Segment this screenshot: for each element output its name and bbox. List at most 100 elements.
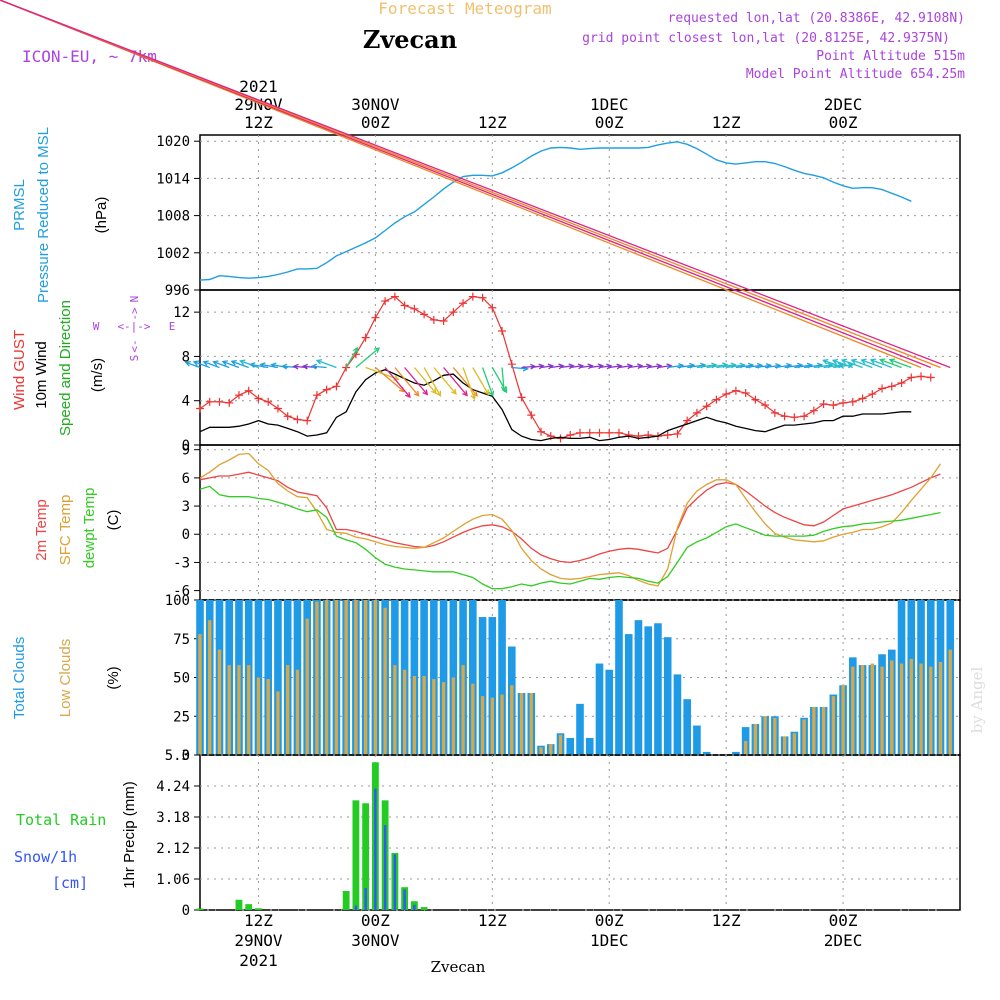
low-cloud-bar [831, 696, 836, 755]
wind-direction-arrow [316, 359, 337, 369]
gust-point [322, 385, 331, 394]
gust-point [614, 428, 623, 437]
gust-point [507, 360, 516, 369]
wind-direction-arrow [832, 359, 854, 369]
pressure-ytick-label: 1002 [156, 246, 190, 262]
pressure-line [199, 141, 912, 281]
gust-point [420, 310, 429, 319]
temp-sfc-label: SFC Temp [57, 495, 74, 566]
low-cloud-bar [753, 724, 758, 755]
low-cloud-bar [899, 663, 904, 755]
wind-direction-arrow [889, 359, 912, 369]
wind-direction-arrow [231, 360, 249, 369]
wind-direction-arrowhead [840, 358, 848, 365]
bottom-axis-hour: 00Z [595, 911, 624, 930]
wind-direction-arrowhead [451, 388, 457, 395]
gust-point [683, 416, 692, 425]
wind-direction-arrow [213, 361, 230, 369]
snow-bar [413, 904, 416, 910]
gust-point [264, 397, 273, 406]
snow-bar [393, 854, 397, 910]
gust-point [488, 303, 497, 312]
clouds-ylabel: (%) [105, 666, 122, 689]
wind-direction-arrowhead [292, 363, 299, 370]
gust-point [926, 373, 935, 382]
gust-point [478, 293, 487, 302]
low-cloud-bar [227, 665, 231, 755]
total-cloud-bar [605, 669, 614, 755]
gust-point [400, 301, 409, 310]
wind-direction-arrow [222, 361, 240, 369]
wind-ylabel: (m/s) [89, 358, 106, 392]
gust-point [254, 394, 263, 403]
wind-direction-arrowhead [352, 346, 359, 353]
gust-point [741, 388, 750, 397]
low-cloud-bar [539, 747, 543, 755]
precip-ytick-label: 1.06 [156, 872, 190, 888]
wind-direction-arrowhead [470, 393, 476, 401]
wind-direction-arrow [648, 365, 662, 369]
wind-direction-arrowhead [888, 358, 896, 364]
wind-direction-arrowhead [239, 359, 246, 366]
precip-ytick-label: 2.12 [156, 841, 190, 857]
wind-direction-arrow [312, 365, 327, 369]
gust-point [361, 333, 370, 342]
temp-ytick-label: 6 [182, 471, 190, 487]
gust-point [624, 431, 633, 440]
low-cloud-bar [461, 665, 465, 755]
gust-point [449, 308, 458, 317]
wind-direction-arrowhead [373, 347, 381, 354]
low-cloud-bar [471, 683, 475, 755]
total-cloud-bar [576, 703, 584, 755]
precip-ytick-label: 5.3 [165, 748, 190, 764]
total-cloud-bar [634, 620, 643, 755]
precip-ytick-label: 4.24 [156, 779, 190, 795]
wind-ytick-label: 8 [182, 349, 190, 365]
rain-bar [235, 899, 243, 910]
total-cloud-bar [644, 626, 653, 755]
snow-label: Snow/1h [14, 848, 77, 866]
wind-direction-arrow [462, 367, 476, 400]
wind-direction-arrowhead [310, 363, 317, 370]
low-cloud-bar [217, 649, 222, 755]
gust-point [234, 391, 243, 400]
rain-bar [245, 904, 253, 910]
bottom-axis-hour: 00Z [829, 911, 858, 930]
top-axis-year: 2021 [239, 77, 278, 96]
temp-2m-label: 2m Temp [33, 499, 50, 560]
watermark: by Angel [968, 666, 986, 733]
wind-direction-arrow [706, 364, 728, 369]
low-cloud-bar [441, 682, 446, 755]
wind-direction-arrowhead [422, 389, 429, 396]
total-cloud-bar [430, 600, 438, 755]
low-cloud-bar [851, 666, 855, 755]
rain-bar [255, 908, 262, 910]
pressure-ytick-label: 996 [165, 283, 190, 299]
bottom-axis-date: 1DEC [590, 931, 629, 950]
wind-direction-arrowhead [879, 358, 886, 364]
bottom-axis-date: 29NOV [234, 931, 283, 950]
wind-direction-arrow [861, 359, 883, 369]
wind-direction-arrow [628, 364, 643, 369]
footer-location: Zvecan [431, 958, 486, 976]
gust-point [293, 415, 302, 424]
low-cloud-bar [237, 665, 241, 755]
wind-direction-arrow [823, 359, 844, 369]
low-cloud-bar [480, 696, 485, 755]
gust-point [196, 404, 204, 413]
pressure-ytick-label: 1020 [156, 134, 190, 150]
snow-bar [383, 825, 387, 910]
wind-direction-arrowhead [184, 360, 191, 367]
gust-point [839, 398, 848, 407]
gust-line [199, 295, 931, 440]
temp-ylabel: (C) [105, 510, 122, 531]
clouds-panel: 0 25 50 75 100 [165, 593, 961, 764]
top-axis-hour: 12Z [712, 113, 741, 132]
low-cloud-bar [929, 666, 933, 755]
snow-bar [354, 905, 358, 910]
low-cloud-bar [821, 706, 826, 755]
gust-point [527, 411, 536, 420]
wind-direction-arrow [687, 364, 706, 369]
total-rain-label: Total Rain [16, 811, 106, 829]
top-axis-date: 1DEC [590, 95, 629, 114]
